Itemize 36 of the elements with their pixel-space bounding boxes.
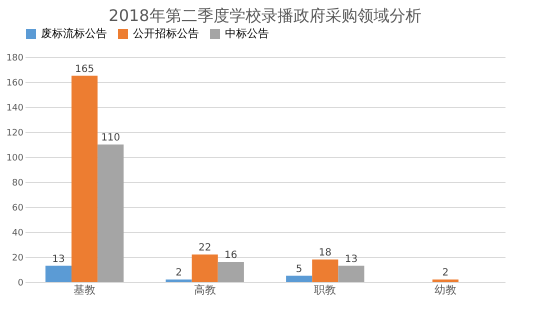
- bar: [45, 266, 72, 282]
- y-tick-label: 100: [6, 154, 24, 164]
- data-label: 13: [344, 254, 358, 265]
- y-tick-label: 60: [12, 204, 24, 214]
- data-label: 16: [224, 250, 238, 261]
- data-label: 22: [198, 242, 212, 254]
- data-label: 5: [296, 264, 302, 275]
- legend-label: 公开招标公告: [133, 27, 199, 40]
- x-tick-label: 高教: [194, 284, 216, 296]
- bar: [72, 76, 98, 282]
- y-tick-label: 120: [6, 128, 24, 138]
- x-tick-label: 幼教: [434, 284, 456, 296]
- bar: [192, 254, 218, 282]
- y-tick-label: 0: [18, 278, 24, 288]
- y-tick-label: 160: [6, 78, 24, 88]
- y-tick-label: 40: [12, 228, 24, 238]
- bar: [338, 266, 364, 282]
- y-tick-label: 20: [12, 254, 24, 264]
- data-label: 2: [176, 268, 182, 278]
- x-tick-label: 基教: [74, 284, 96, 296]
- bar: [286, 276, 312, 282]
- bar: [98, 144, 124, 282]
- bar: [218, 262, 244, 282]
- legend-label: 中标公告: [225, 27, 269, 40]
- data-label: 13: [52, 254, 65, 265]
- data-label: 110: [101, 132, 120, 144]
- y-tick-label: 140: [6, 104, 24, 114]
- y-tick-label: 180: [6, 54, 24, 64]
- legend-label: 废标流标公告: [41, 27, 107, 40]
- chart-title: 2018年第二季度学校录播政府采购领域分析: [108, 6, 422, 25]
- data-label: 18: [318, 248, 332, 258]
- x-tick-label: 职教: [314, 284, 336, 296]
- data-label: 165: [75, 64, 94, 75]
- y-tick-label: 80: [12, 178, 24, 188]
- data-label: 2: [442, 268, 449, 278]
- bar: [312, 260, 338, 282]
